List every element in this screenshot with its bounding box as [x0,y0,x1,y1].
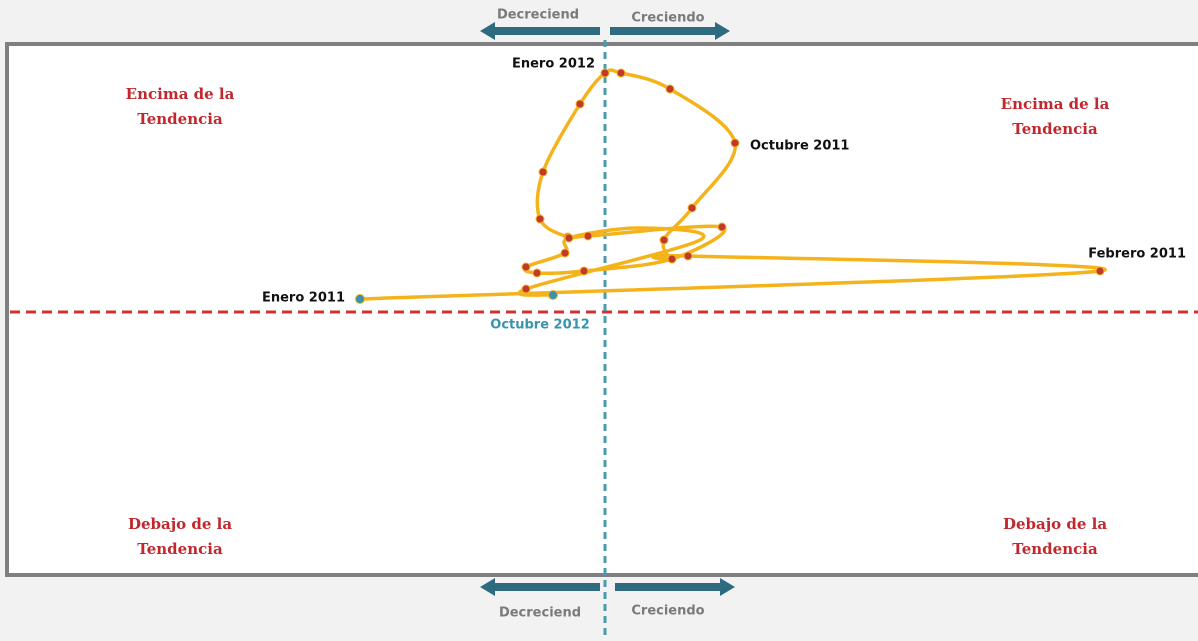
quadrant-label: Tendencia [137,110,223,128]
point [579,266,589,276]
point [538,167,548,177]
arrow-label: Decreciend [497,8,579,23]
arrow-right [615,578,735,596]
point [355,294,365,304]
point [730,138,740,148]
point [665,84,675,94]
point [717,222,727,232]
point [560,248,570,258]
arrow-left [480,22,600,40]
arrow-label: Decreciend [499,606,581,621]
point [659,235,669,245]
point [532,268,542,278]
point [687,203,697,213]
point [575,99,585,109]
quadrant-label: Tendencia [1012,540,1098,558]
point-label: Octubre 2012 [490,318,589,333]
quadrant-label: Tendencia [137,540,223,558]
point-label: Enero 2011 [262,291,345,306]
arrow-right [610,22,730,40]
quadrant-label: Encima de la [126,85,235,103]
point [683,251,693,261]
arrow-label: Creciendo [631,11,704,26]
point [521,284,531,294]
point-label: Octubre 2011 [750,139,849,154]
point [616,68,626,78]
point [583,231,593,241]
point-label: Enero 2012 [512,57,595,72]
point [548,290,558,300]
point [1095,266,1105,276]
quadrant-label: Encima de la [1001,95,1110,113]
frame [5,42,1198,577]
point [521,262,531,272]
quadrant-label: Debajo de la [1003,515,1107,533]
arrows [480,22,735,596]
point [600,68,610,78]
point [535,214,545,224]
point [667,254,677,264]
quadrant-label: Tendencia [1012,120,1098,138]
point-label: Febrero 2011 [1088,247,1186,262]
quadrant-label: Debajo de la [128,515,232,533]
arrow-left [480,578,600,596]
points [355,68,1105,304]
arrow-label: Creciendo [631,604,704,619]
point [564,233,574,243]
